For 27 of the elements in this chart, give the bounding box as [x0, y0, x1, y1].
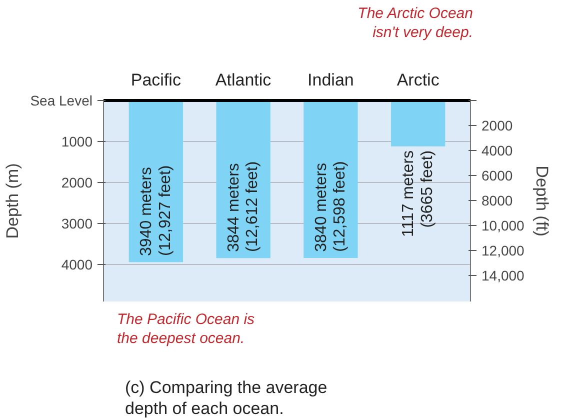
data-label: 1117 meters (3665 feet)	[400, 150, 436, 237]
y2-tick-label: 12,000	[482, 242, 525, 258]
x-tick-label: Indian	[308, 70, 354, 90]
data-label: 3844 meters (12,612 feet)	[225, 161, 262, 252]
y2-tick-label: 8000	[482, 192, 513, 208]
data-label: 3940 meters (12,927 feet)	[138, 165, 174, 256]
y-tick-label: 2000	[61, 174, 93, 191]
y2-tick-label: 14,000	[482, 268, 525, 284]
text: (c) Comparing the average depth of each ocean.	[125, 377, 328, 418]
y2-tick-label: 6000	[482, 168, 513, 184]
data-label: 3840 meters (12,598 feet)	[312, 161, 349, 252]
y-tick-label: 1000	[61, 134, 93, 150]
x-tick-label: Arctic	[396, 70, 440, 90]
text: The Pacific Ocean is the deepest ocean.	[117, 311, 255, 348]
x-tick-label: Pacific	[130, 70, 182, 90]
y2-axis-title: Depth (ft)	[532, 166, 552, 236]
y-tick-label: 4000	[61, 256, 93, 273]
y-tick-label: Sea Level	[30, 92, 93, 108]
bar	[216, 100, 270, 258]
y-axis-title: Depth (m)	[3, 163, 22, 239]
text: The Arctic Ocean isn't very deep.	[358, 5, 473, 42]
y-tick-label: 3000	[61, 216, 93, 232]
x-tick-label: Atlantic	[215, 70, 272, 90]
y2-tick-label: 4000	[482, 142, 513, 158]
bar	[390, 100, 446, 146]
y2-tick-label: 10,000	[482, 218, 525, 234]
y2-tick-label: 2000	[482, 118, 513, 134]
